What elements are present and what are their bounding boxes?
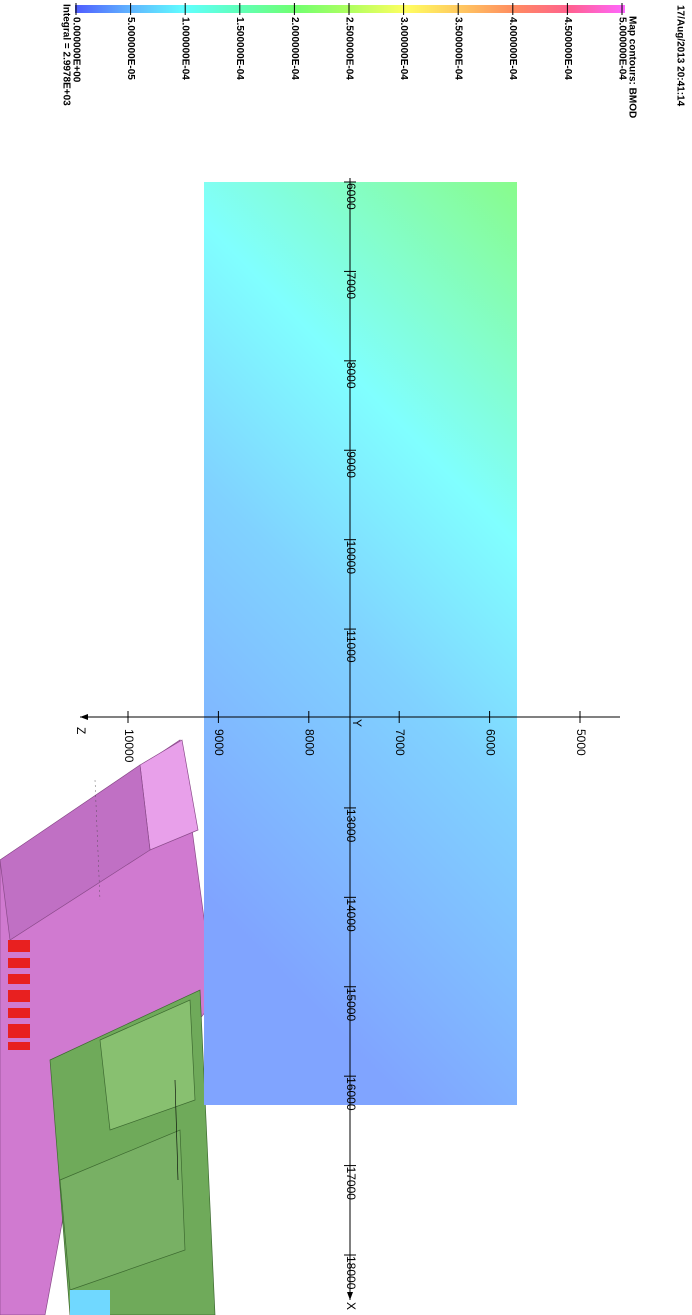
x-tick-label: 8000 [344,362,358,389]
legend-label: 5.000000E-05 [125,17,136,80]
model-inset [0,740,215,1315]
legend-label: 3.500000E-04 [453,17,464,80]
z-tick-label: 8000 [303,729,317,756]
legend-integral: Integral = 2.9978E+03 [60,4,71,106]
x-axis-label: X [344,1302,358,1310]
y-axis-label: Y [350,719,364,727]
screen: 17/Aug/2013 20:41:14 Map contours: BMOD … [0,0,692,1315]
legend-label: 1.500000E-04 [234,17,245,80]
legend-label: 3.000000E-04 [398,17,409,80]
legend-label: 2.000000E-04 [289,17,300,80]
x-tick-label: 7000 [344,272,358,299]
legend-label: 2.500000E-04 [343,17,354,80]
field-map [204,182,517,1105]
x-tick-label: 17000 [344,1167,358,1201]
x-tick-label: 6000 [344,183,358,210]
z-tick-label: 5000 [574,729,588,756]
timestamp: 17/Aug/2013 20:41:14 [674,5,685,107]
x-tick-label: 15000 [344,988,358,1022]
color-bar [75,5,625,13]
x-tick-label: 16000 [344,1077,358,1111]
z-arrow [80,714,88,720]
x-tick-label: 9000 [344,451,358,478]
x-tick-label: 10000 [344,541,358,575]
x-tick-label: 13000 [344,809,358,843]
z-axis-label: Z [74,727,88,734]
legend-label: 5.000000E-04 [616,17,627,80]
z-tick-label: 6000 [483,729,497,756]
x-tick-label: 18000 [344,1256,358,1290]
x-tick-label: 14000 [344,898,358,932]
x-arrow [347,1292,353,1300]
legend-label: 1.000000E-04 [180,17,191,80]
x-tick-label: 11000 [344,630,358,663]
legend-label: 4.500000E-04 [562,17,573,80]
z-tick-label: 10000 [122,729,136,763]
page: 17/Aug/2013 20:41:14 Map contours: BMOD … [0,0,692,1315]
z-tick-label: 9000 [212,729,226,756]
z-tick-label: 7000 [393,729,407,756]
legend-label: 4.000000E-04 [507,17,518,80]
